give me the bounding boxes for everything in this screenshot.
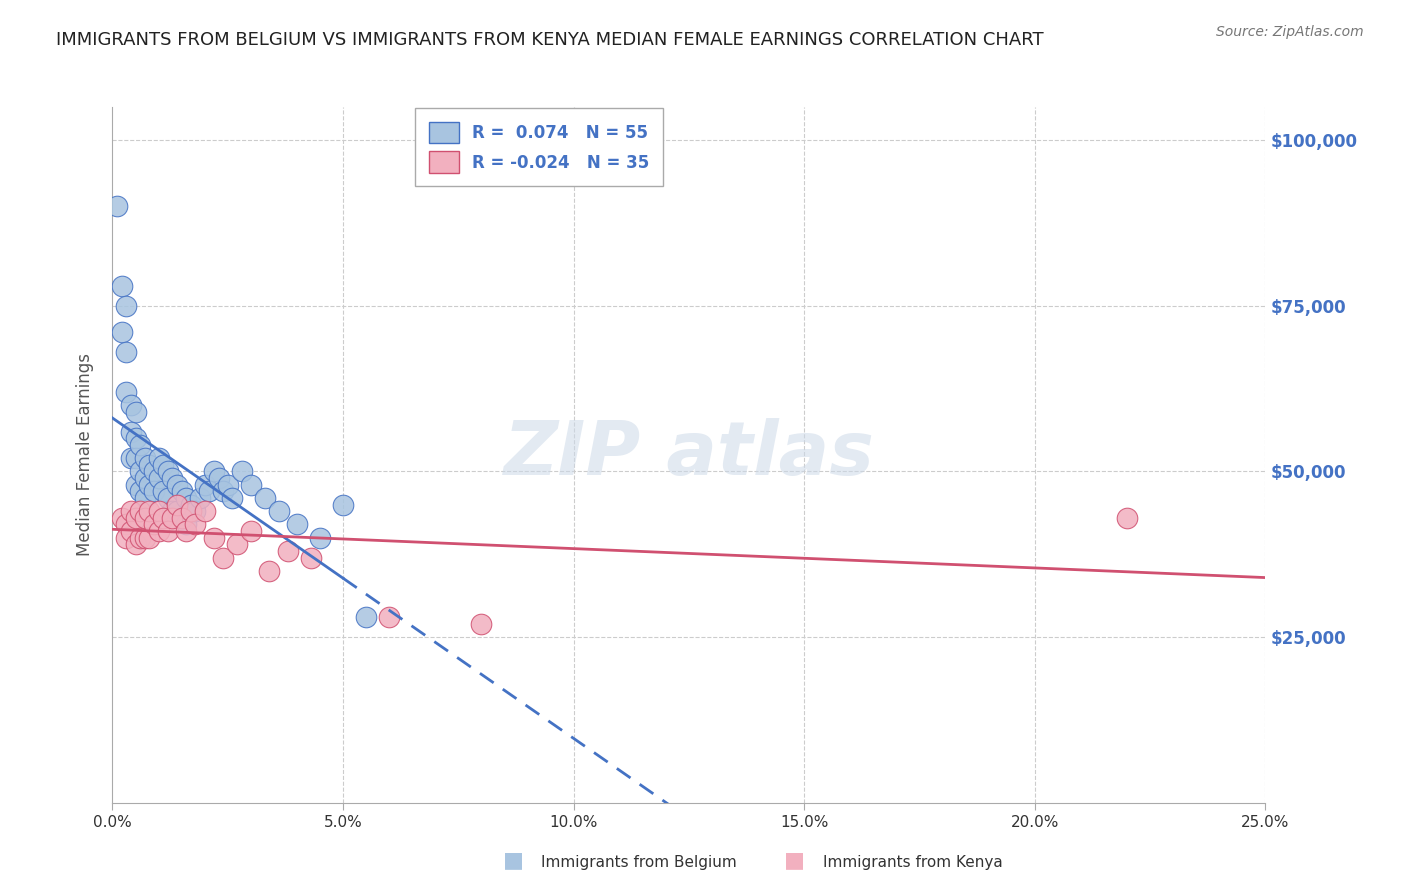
Point	[170, 511, 193, 525]
Text: ZIP atlas: ZIP atlas	[503, 418, 875, 491]
Text: IMMIGRANTS FROM BELGIUM VS IMMIGRANTS FROM KENYA MEDIAN FEMALE EARNINGS CORRELAT: IMMIGRANTS FROM BELGIUM VS IMMIGRANTS FR…	[56, 31, 1043, 49]
Point	[134, 531, 156, 545]
Point	[124, 405, 146, 419]
Point	[115, 384, 138, 399]
Point	[299, 550, 322, 565]
Point	[129, 465, 152, 479]
Point	[174, 517, 197, 532]
Point	[111, 326, 134, 340]
Text: ■: ■	[785, 850, 804, 870]
Point	[194, 504, 217, 518]
Point	[162, 511, 184, 525]
Point	[239, 477, 262, 491]
Point	[120, 451, 142, 466]
Point	[156, 465, 179, 479]
Point	[202, 531, 225, 545]
Point	[231, 465, 253, 479]
Point	[259, 564, 281, 578]
Point	[124, 511, 146, 525]
Y-axis label: Median Female Earnings: Median Female Earnings	[76, 353, 94, 557]
Point	[134, 471, 156, 485]
Point	[226, 537, 249, 551]
Point	[124, 537, 146, 551]
Point	[170, 484, 193, 499]
Point	[332, 498, 354, 512]
Point	[170, 511, 193, 525]
Point	[309, 531, 332, 545]
Text: Source: ZipAtlas.com: Source: ZipAtlas.com	[1216, 25, 1364, 39]
Point	[143, 465, 166, 479]
Point	[378, 610, 401, 624]
Point	[120, 504, 142, 518]
Point	[152, 484, 174, 499]
Point	[166, 477, 188, 491]
Point	[221, 491, 243, 505]
Point	[152, 511, 174, 525]
Point	[277, 544, 299, 558]
Point	[105, 199, 128, 213]
Point	[143, 517, 166, 532]
Point	[202, 465, 225, 479]
Point	[212, 484, 235, 499]
Text: Immigrants from Kenya: Immigrants from Kenya	[823, 855, 1002, 870]
Point	[285, 517, 308, 532]
Text: ■: ■	[503, 850, 523, 870]
Point	[239, 524, 262, 538]
Point	[120, 398, 142, 412]
Point	[180, 504, 202, 518]
Point	[470, 616, 492, 631]
Point	[115, 299, 138, 313]
Point	[129, 438, 152, 452]
Point	[120, 524, 142, 538]
Point	[129, 484, 152, 499]
Point	[180, 498, 202, 512]
Point	[156, 491, 179, 505]
Point	[184, 504, 207, 518]
Point	[124, 477, 146, 491]
Point	[138, 477, 160, 491]
Point	[253, 491, 276, 505]
Point	[148, 504, 170, 518]
Point	[212, 550, 235, 565]
Point	[174, 524, 197, 538]
Point	[111, 511, 134, 525]
Point	[120, 425, 142, 439]
Point	[124, 431, 146, 445]
Point	[115, 531, 138, 545]
Text: Immigrants from Belgium: Immigrants from Belgium	[541, 855, 737, 870]
Point	[134, 491, 156, 505]
Point	[184, 517, 207, 532]
Point	[124, 451, 146, 466]
Point	[138, 458, 160, 472]
Point	[188, 491, 211, 505]
Point	[148, 451, 170, 466]
Point	[143, 484, 166, 499]
Point	[148, 524, 170, 538]
Point	[194, 477, 217, 491]
Point	[162, 504, 184, 518]
Point	[162, 471, 184, 485]
Point	[115, 517, 138, 532]
Point	[115, 345, 138, 359]
Point	[138, 504, 160, 518]
Point	[174, 491, 197, 505]
Point	[134, 451, 156, 466]
Point	[267, 504, 290, 518]
Point	[166, 498, 188, 512]
Point	[138, 531, 160, 545]
Point	[152, 458, 174, 472]
Point	[217, 477, 239, 491]
Point	[354, 610, 377, 624]
Point	[148, 471, 170, 485]
Point	[134, 511, 156, 525]
Point	[129, 504, 152, 518]
Point	[166, 504, 188, 518]
Point	[198, 484, 221, 499]
Point	[1116, 511, 1139, 525]
Legend: R =  0.074   N = 55, R = -0.024   N = 35: R = 0.074 N = 55, R = -0.024 N = 35	[415, 109, 662, 186]
Point	[156, 524, 179, 538]
Point	[111, 279, 134, 293]
Point	[207, 471, 229, 485]
Point	[129, 531, 152, 545]
